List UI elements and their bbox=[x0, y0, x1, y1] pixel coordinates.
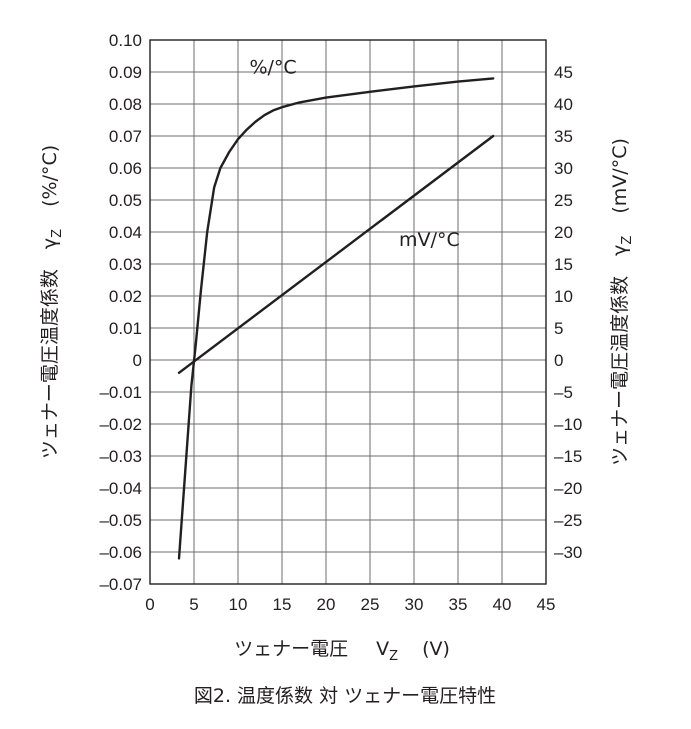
right-axis-ticks: 45 40 35 30 25 20 15 10 5 0 –5 –10 –15 –20 –25 –30 bbox=[554, 63, 582, 562]
x-tick-label: 15 bbox=[273, 595, 292, 614]
y-left-tick-label: –0.04 bbox=[99, 479, 142, 498]
series-line-mv bbox=[177, 134, 495, 374]
grid bbox=[150, 40, 546, 584]
x-tick-label: 20 bbox=[317, 595, 336, 614]
x-tick-label: 25 bbox=[361, 595, 380, 614]
y-right-tick-label: –30 bbox=[554, 543, 582, 562]
x-axis-ticks: 0 5 10 15 20 25 30 35 40 45 bbox=[145, 595, 555, 614]
x-tick-label: 30 bbox=[405, 595, 424, 614]
y-left-tick-label: –0.07 bbox=[99, 575, 142, 594]
y-left-tick-label: –0.02 bbox=[99, 415, 142, 434]
y-right-tick-label: –20 bbox=[554, 479, 582, 498]
series-layer bbox=[177, 77, 495, 560]
y-left-tick-label: 0.02 bbox=[109, 287, 142, 306]
x-tick-label: 5 bbox=[189, 595, 198, 614]
y-left-tick-label: 0.06 bbox=[109, 159, 142, 178]
y-left-tick-label: –0.01 bbox=[99, 383, 142, 402]
x-tick-label: 35 bbox=[449, 595, 468, 614]
y-axis-right-label: ツェナー電圧温度係数 γZ (mV/°C) bbox=[609, 138, 636, 466]
y-right-tick-label: 20 bbox=[554, 223, 573, 242]
y-right-tick-label: –10 bbox=[554, 415, 582, 434]
y-left-tick-label: 0.09 bbox=[109, 63, 142, 82]
y-left-tick-label: 0.10 bbox=[109, 31, 142, 50]
x-axis-label: ツェナー電圧 VZ (V) bbox=[234, 638, 450, 665]
left-axis-ticks: 0.10 0.09 0.08 0.07 0.06 0.05 0.04 0.03 0.02 0.01… bbox=[99, 31, 142, 594]
y-left-tick-label: 0.05 bbox=[109, 191, 142, 210]
y-right-tick-label: 10 bbox=[554, 287, 573, 306]
x-tick-label: 10 bbox=[229, 595, 248, 614]
y-left-tick-label: 0.04 bbox=[109, 223, 142, 242]
y-left-tick-label: 0.01 bbox=[109, 319, 142, 338]
x-tick-label: 0 bbox=[145, 595, 154, 614]
y-right-tick-label: 40 bbox=[554, 95, 573, 114]
y-right-tick-label: 5 bbox=[554, 319, 563, 338]
y-right-tick-label: 30 bbox=[554, 159, 573, 178]
y-left-tick-label: –0.06 bbox=[99, 543, 142, 562]
y-right-tick-label: 0 bbox=[554, 351, 563, 370]
y-right-tick-label: 25 bbox=[554, 191, 573, 210]
series-line-percent bbox=[177, 77, 495, 560]
y-right-tick-label: 35 bbox=[554, 127, 573, 146]
y-right-tick-label: –5 bbox=[554, 383, 573, 402]
y-right-tick-label: –25 bbox=[554, 511, 582, 530]
y-left-tick-label: –0.05 bbox=[99, 511, 142, 530]
y-left-tick-label: –0.03 bbox=[99, 447, 142, 466]
figure-caption: 図2. 温度係数 対 ツェナー電圧特性 bbox=[194, 685, 496, 707]
y-left-tick-label: 0 bbox=[133, 351, 142, 370]
x-tick-label: 40 bbox=[493, 595, 512, 614]
y-right-tick-label: –15 bbox=[554, 447, 582, 466]
x-tick-label: 45 bbox=[537, 595, 556, 614]
y-left-tick-label: 0.08 bbox=[109, 95, 142, 114]
series-label-percent: %/°C bbox=[249, 57, 296, 79]
y-left-tick-label: 0.03 bbox=[109, 255, 142, 274]
plot-frame bbox=[149, 39, 547, 585]
y-right-tick-label: 15 bbox=[554, 255, 573, 274]
series-label-mv: mV/°C bbox=[399, 229, 460, 251]
y-left-tick-label: 0.07 bbox=[109, 127, 142, 146]
y-axis-left-label: ツェナー電圧温度係数 γZ (%/°C) bbox=[39, 145, 66, 459]
y-right-tick-label: 45 bbox=[554, 63, 573, 82]
